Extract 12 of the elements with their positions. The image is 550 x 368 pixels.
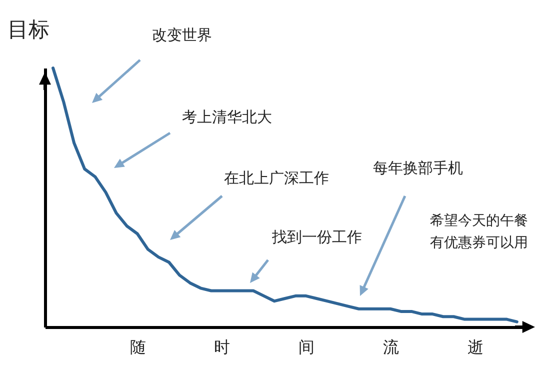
y-axis-title: 目标 [8,18,50,42]
x-tick-label: 随 [130,338,146,356]
x-tick-label: 流 [382,338,399,356]
x-tick-label: 逝 [467,338,484,356]
x-tick-label: 时 [214,338,230,356]
annotation: 找到一份工作 [272,227,362,248]
x-tick-label: 间 [298,338,315,356]
annotation: 希望今天的午餐有优惠券可以用 [430,212,529,253]
annotation: 考上清华北大 [182,107,272,128]
annotation: 在北上广深工作 [224,168,329,189]
annotation: 每年换部手机 [373,158,463,179]
text: 改变世界 [152,25,212,46]
